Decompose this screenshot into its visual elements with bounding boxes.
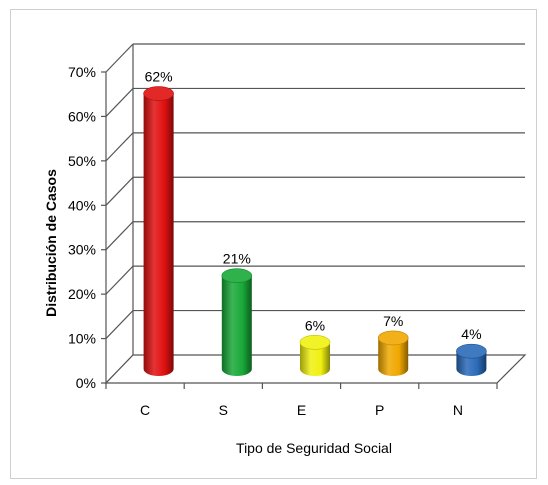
side-gridline [105, 88, 134, 117]
y-tick-label: 20% [68, 286, 96, 302]
side-gridline [105, 265, 134, 295]
bar-body [221, 275, 252, 376]
bar-top [299, 335, 331, 350]
y-tick-label: 0% [76, 375, 96, 391]
y-tick-label: 30% [68, 242, 96, 258]
chart-frame [10, 9, 537, 479]
bar-E [299, 335, 331, 376]
side-gridline [105, 176, 134, 206]
x-tick-label: E [297, 402, 306, 418]
bar-P [377, 330, 409, 376]
data-label: 6% [305, 317, 325, 333]
x-tick-label: N [453, 402, 463, 418]
bar-top [377, 330, 409, 346]
bar-body [143, 93, 174, 377]
x-tick-label: S [219, 402, 228, 418]
bar-top [143, 86, 174, 101]
bar-C [143, 86, 174, 377]
data-label: 4% [461, 326, 481, 342]
side-gridline [105, 221, 134, 251]
bar-body [300, 342, 330, 376]
y-axis-title: Distribución de Casos [43, 169, 59, 317]
bar-top [456, 343, 487, 359]
x-axis-title: Tipo de Seguridad Social [236, 440, 392, 456]
x-tick-label: P [375, 402, 384, 418]
side-gridline [105, 43, 134, 73]
y-tick-label: 70% [68, 64, 96, 80]
data-label: 21% [223, 251, 251, 267]
side-gridline [105, 132, 134, 162]
bar-body [378, 337, 409, 376]
bar-S [221, 268, 253, 376]
x-tick-label: C [140, 402, 150, 418]
data-label: 62% [145, 69, 173, 85]
y-tick-label: 40% [68, 197, 96, 213]
bar-top [221, 268, 253, 284]
y-tick-label: 50% [68, 153, 96, 169]
data-label: 7% [383, 313, 403, 329]
y-tick-label: 10% [68, 331, 96, 347]
y-tick-label: 60% [68, 108, 96, 124]
side-gridline [105, 310, 134, 339]
bar-N [456, 343, 487, 376]
